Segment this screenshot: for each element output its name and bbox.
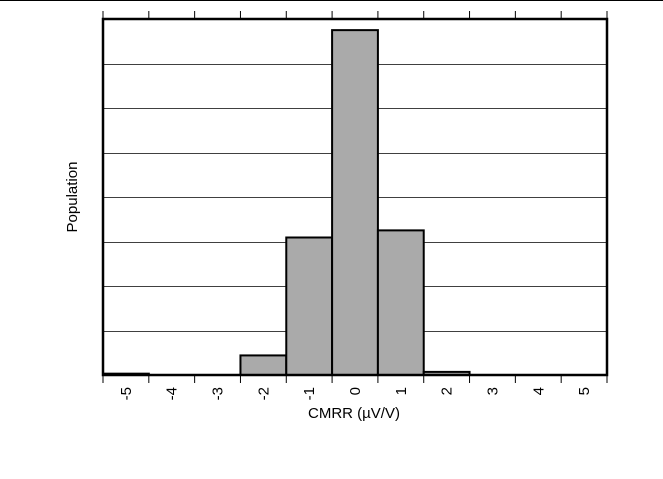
bar bbox=[239, 354, 288, 377]
x-tick-label: -1 bbox=[301, 387, 318, 400]
bar bbox=[285, 236, 334, 376]
x-tick-label: 5 bbox=[576, 387, 593, 395]
bars bbox=[102, 29, 471, 377]
tick-marks bbox=[102, 11, 608, 383]
x-axis-title: CMRR (µV/V) bbox=[308, 405, 400, 422]
x-tick-label: -3 bbox=[210, 387, 227, 400]
bar bbox=[376, 229, 425, 376]
plot-frame bbox=[101, 17, 609, 377]
x-tick-label: -5 bbox=[118, 387, 135, 400]
x-tick-label: -4 bbox=[164, 387, 181, 400]
x-tick-label: 1 bbox=[393, 387, 410, 395]
tick-labels: -5 -4 -3 -2 -1 0 1 2 3 4 5 bbox=[118, 387, 593, 400]
x-tick-label: -2 bbox=[255, 387, 272, 400]
x-tick-label: 3 bbox=[484, 387, 501, 395]
y-axis-title: Population bbox=[64, 162, 81, 233]
bar bbox=[331, 29, 379, 376]
x-tick-label: 0 bbox=[347, 387, 364, 395]
x-tick-label: 2 bbox=[439, 387, 456, 395]
x-tick-label: 4 bbox=[530, 387, 547, 395]
